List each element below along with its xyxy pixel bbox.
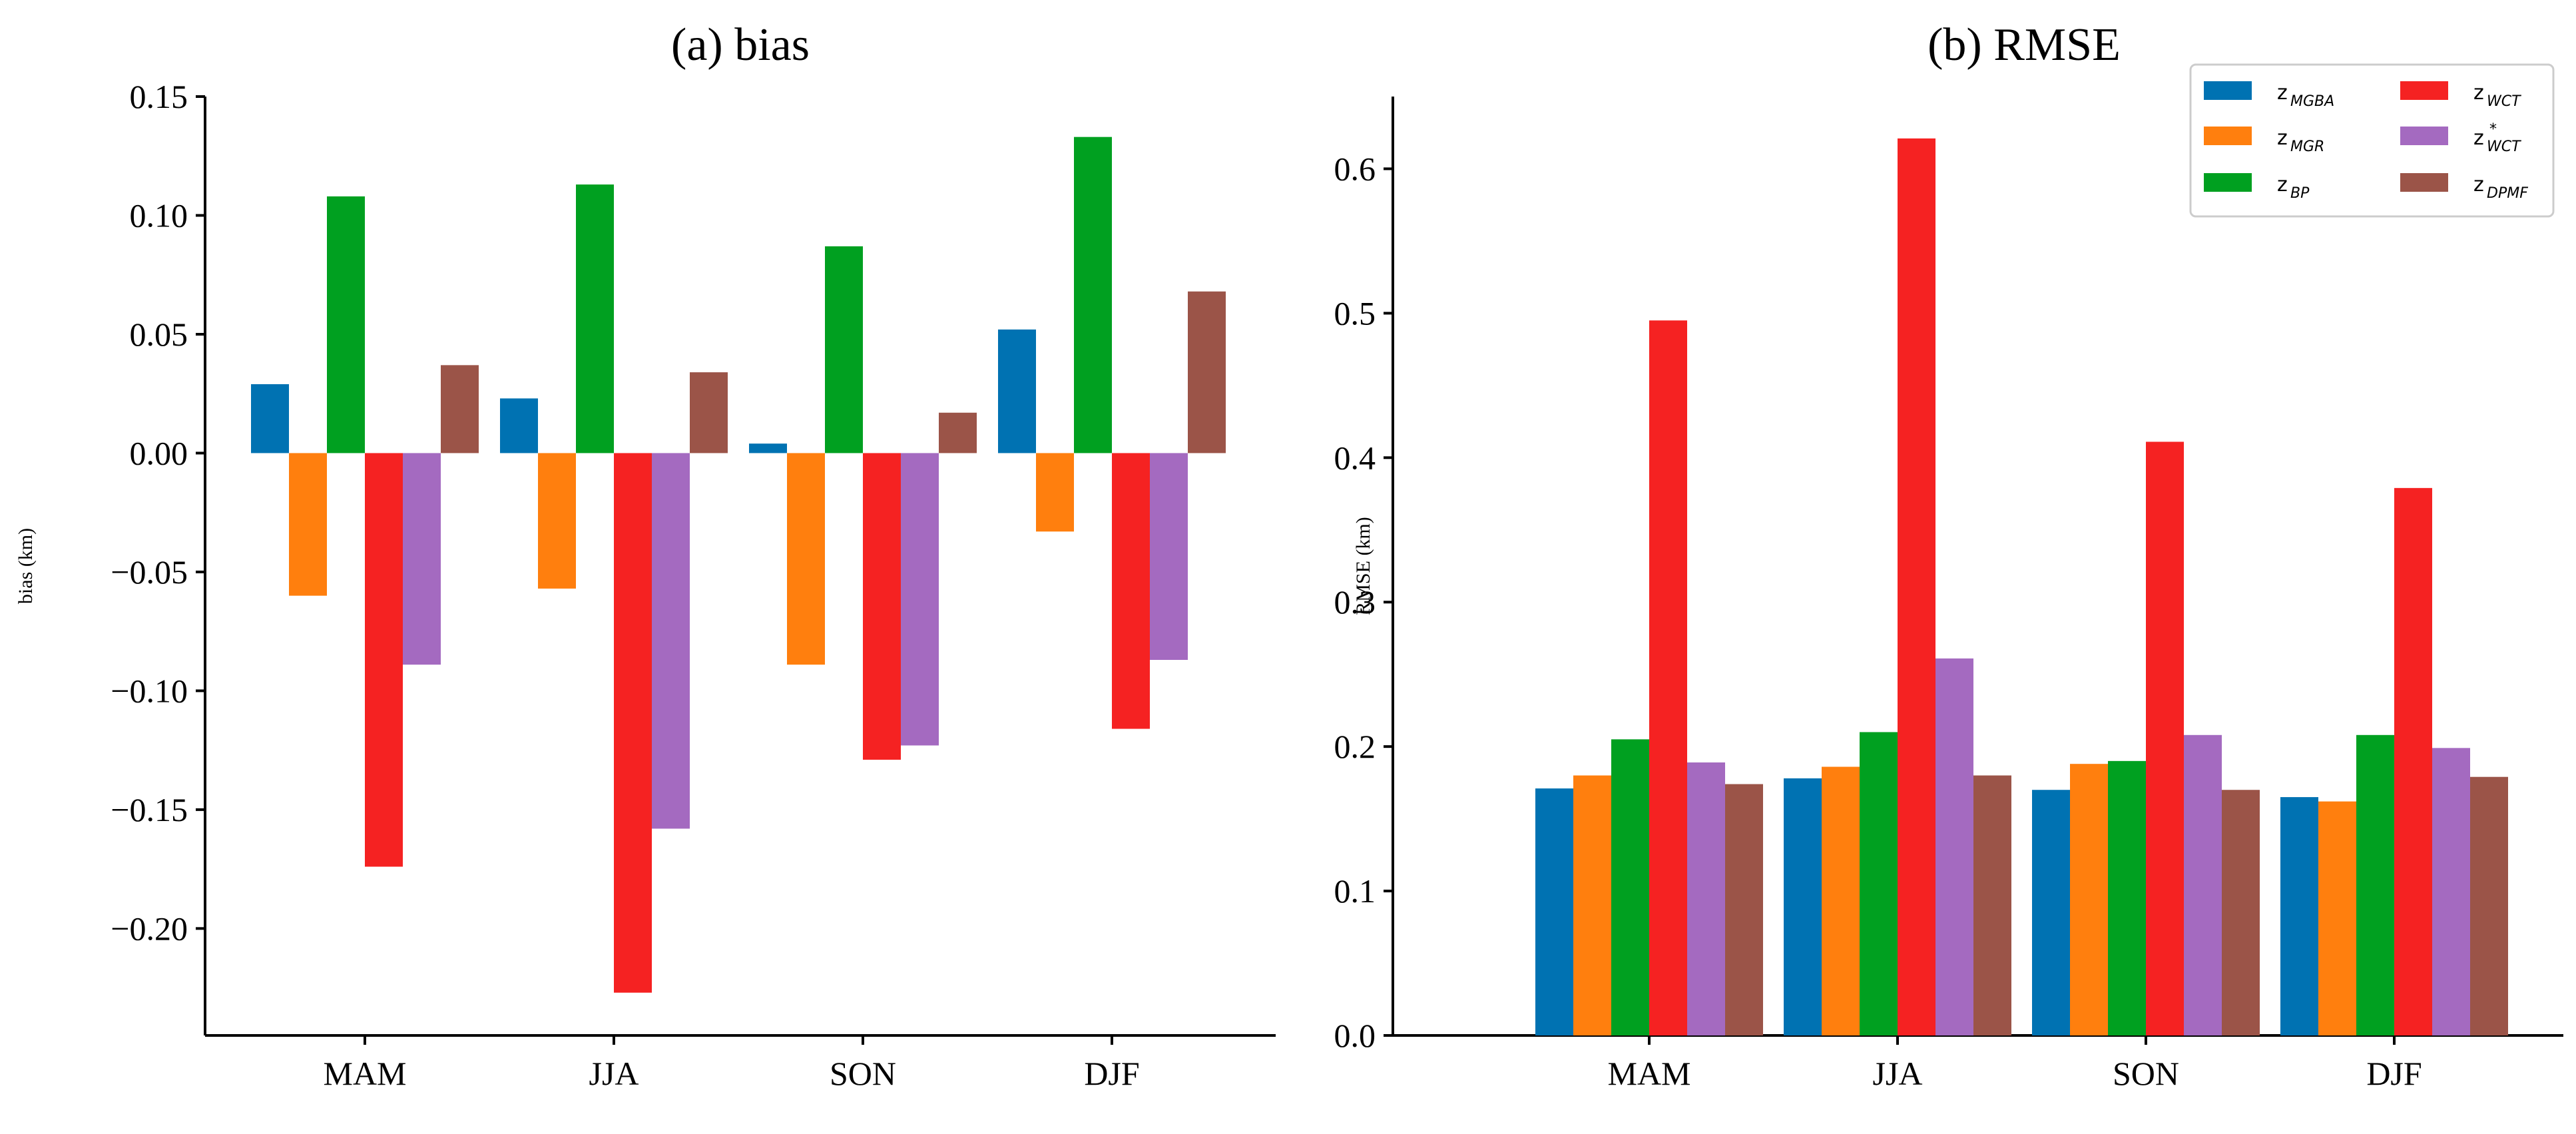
y-tick-label: 0.2 — [1334, 728, 1376, 765]
bar-son-5 — [2222, 790, 2260, 1035]
legend-swatch — [2204, 81, 2252, 100]
y-axis-label: RMSE (km) — [1352, 517, 1374, 615]
x-tick-label: DJF — [2366, 1055, 2422, 1092]
y-tick-label: 0.5 — [1334, 294, 1376, 332]
bar-mam-5 — [1725, 784, 1763, 1035]
legend-label-sub: DPMF — [2487, 185, 2528, 202]
bar-mam-4 — [1687, 762, 1725, 1035]
x-tick-label: JJA — [1872, 1055, 1922, 1092]
bar-mam-5 — [441, 365, 479, 453]
x-tick-label: MAM — [1607, 1055, 1690, 1092]
legend-swatch — [2400, 127, 2448, 145]
bar-djf-1 — [1036, 453, 1074, 532]
chart-panel-rmse: (b) RMSE RMSE (km) 0.0 0.1 0.2 0.3 0.4 0.5 0.6 MA… — [1334, 19, 2563, 1092]
bar-mam-0 — [1535, 788, 1573, 1035]
legend-label-sup: * — [2489, 121, 2497, 138]
bar-jja-0 — [1784, 778, 1822, 1035]
legend-label-base: z — [2473, 81, 2484, 105]
bar-mam-3 — [1649, 320, 1687, 1036]
bar-jja-0 — [500, 398, 538, 453]
bar-djf-3 — [2394, 487, 2432, 1035]
bar-djf-5 — [2470, 776, 2508, 1035]
bar-mam-1 — [1573, 775, 1611, 1035]
bar-djf-5 — [1188, 291, 1226, 453]
bar-son-2 — [2108, 760, 2146, 1035]
bar-son-0 — [2032, 790, 2070, 1035]
y-tick-label: 0.1 — [1334, 872, 1376, 910]
y-tick-label: −0.15 — [111, 791, 188, 828]
x-tick-label: SON — [2113, 1055, 2179, 1092]
bar-jja-1 — [538, 453, 576, 589]
bar-son-5 — [939, 412, 977, 453]
bar-djf-0 — [2280, 797, 2318, 1035]
y-tick-label: 0.00 — [130, 434, 188, 471]
x-tick-label: DJF — [1084, 1055, 1139, 1092]
y-tick-label: 0.3 — [1334, 583, 1376, 621]
y-tick-label: 0.6 — [1334, 150, 1376, 187]
bar-son-1 — [2070, 764, 2108, 1035]
legend-label-base: z — [2277, 173, 2288, 196]
y-tick-label: 0.4 — [1334, 439, 1376, 476]
y-tick-label: 0.10 — [130, 196, 188, 234]
bar-djf-2 — [2356, 734, 2394, 1035]
bar-son-4 — [901, 453, 939, 746]
legend-label-sub: BP — [2290, 185, 2310, 202]
legend-label-sub: MGR — [2290, 139, 2324, 155]
bar-son-1 — [787, 453, 825, 665]
bar-mam-2 — [1611, 739, 1649, 1035]
chart-title: (b) RMSE — [1928, 19, 2121, 71]
bar-djf-0 — [998, 329, 1036, 453]
bar-son-2 — [825, 246, 863, 453]
legend-label-base: z — [2277, 127, 2288, 150]
legend-label-sub: WCT — [2487, 139, 2521, 155]
legend-label-base: z — [2277, 81, 2288, 105]
bar-djf-1 — [2318, 801, 2356, 1035]
bar-mam-2 — [327, 196, 365, 453]
legend-label-base: z — [2473, 127, 2484, 150]
x-tick-label: MAM — [323, 1055, 406, 1092]
y-tick-label: −0.05 — [111, 553, 188, 591]
bar-djf-2 — [1074, 137, 1112, 453]
legend-box — [2189, 63, 2555, 218]
bar-jja-5 — [1973, 775, 2011, 1035]
bar-djf-3 — [1112, 453, 1150, 729]
chart-title: (a) bias — [671, 19, 810, 71]
y-tick-label: 0.0 — [1334, 1017, 1376, 1054]
bar-mam-3 — [365, 453, 403, 867]
x-tick-label: JJA — [589, 1055, 639, 1092]
legend-swatch — [2204, 173, 2252, 192]
x-tick-label: SON — [830, 1055, 896, 1092]
bar-son-4 — [2184, 734, 2222, 1035]
y-tick-label: −0.10 — [111, 672, 188, 709]
bar-son-3 — [2146, 441, 2184, 1035]
legend-swatch — [2204, 127, 2252, 145]
bar-mam-4 — [403, 453, 441, 665]
y-axis-label: bias (km) — [15, 528, 37, 604]
bar-jja-5 — [690, 372, 728, 453]
bar-mam-0 — [251, 384, 289, 453]
bar-jja-2 — [1860, 732, 1898, 1035]
bar-jja-3 — [1898, 138, 1935, 1035]
y-tick-label: −0.20 — [111, 910, 188, 947]
y-tick-label: 0.05 — [130, 316, 188, 353]
chart-panel-bias: (a) bias bias (km) 0.15 0.10 0.05 0.00 −0.05 −0… — [15, 19, 1276, 1092]
bar-son-0 — [749, 443, 787, 453]
legend-swatch — [2400, 173, 2448, 192]
bar-son-3 — [863, 453, 901, 760]
legend-label-base: z — [2473, 173, 2484, 196]
legend-label-sub: MGBA — [2290, 93, 2334, 110]
bar-jja-4 — [652, 453, 690, 829]
y-tick-label: 0.15 — [130, 78, 188, 115]
bar-djf-4 — [1150, 453, 1188, 660]
bar-jja-1 — [1822, 766, 1860, 1035]
bar-jja-2 — [576, 184, 614, 453]
legend-label-sub: WCT — [2487, 93, 2521, 110]
legend-swatch — [2400, 81, 2448, 100]
bar-jja-4 — [1935, 658, 1973, 1035]
bar-mam-1 — [289, 453, 327, 596]
bar-djf-4 — [2432, 748, 2470, 1035]
bar-jja-3 — [614, 453, 652, 993]
